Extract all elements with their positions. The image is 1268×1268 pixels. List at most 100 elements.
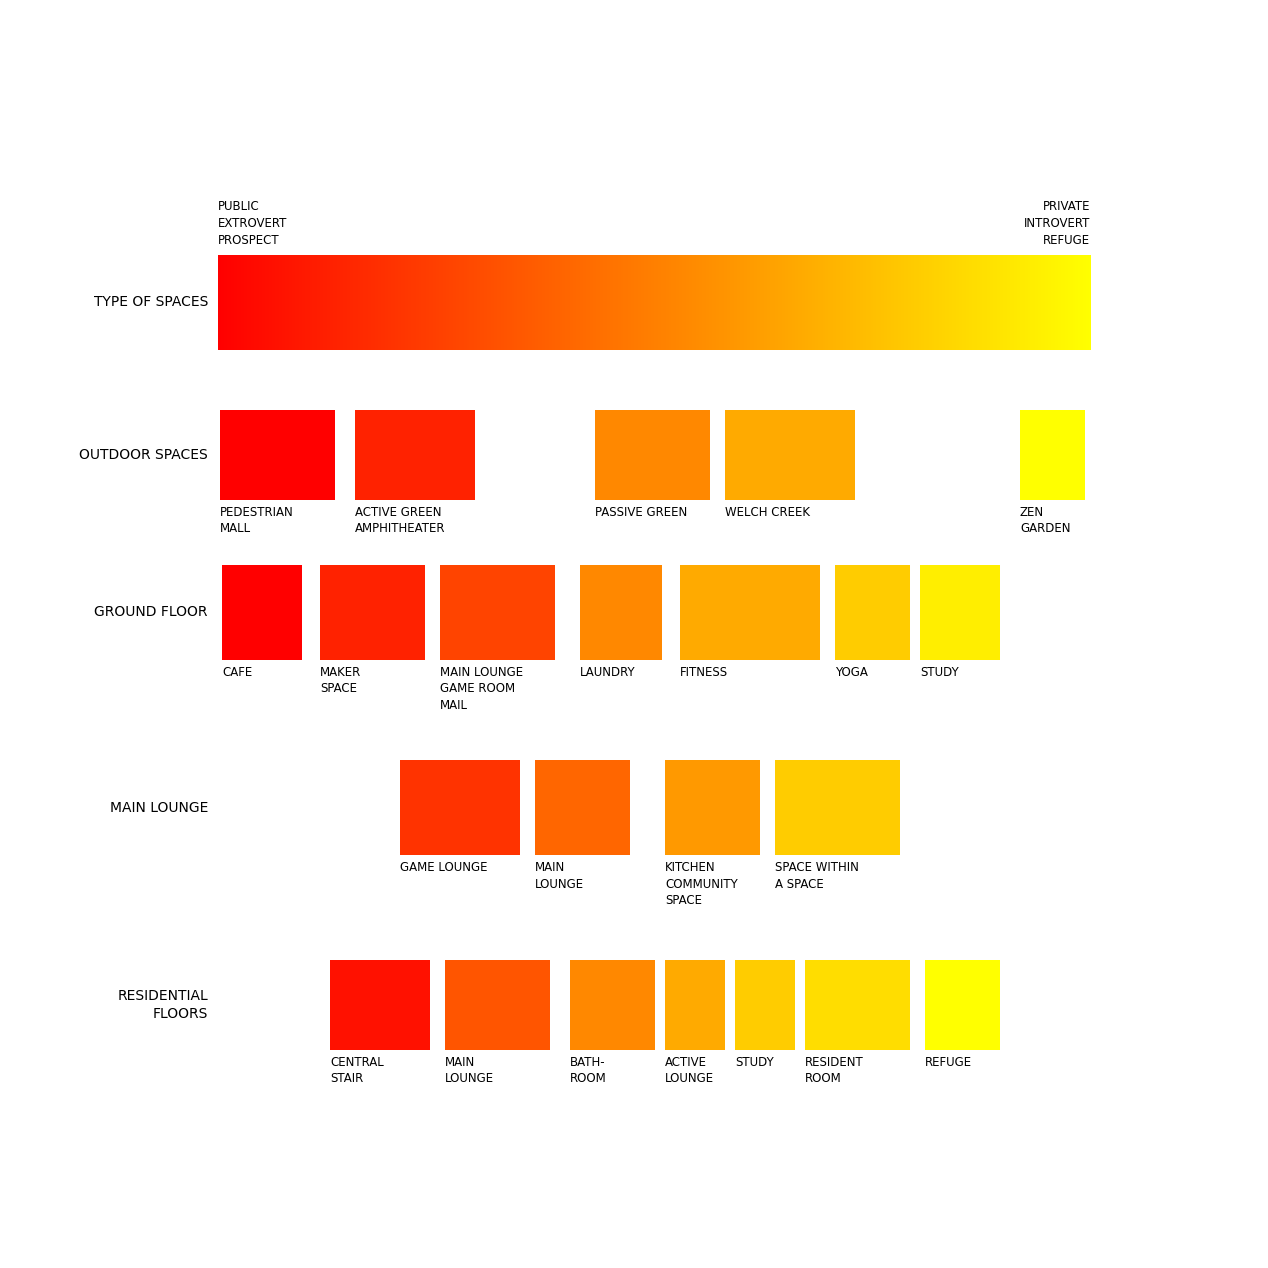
Bar (962, 255, 964, 350)
Bar (943, 255, 945, 350)
Bar (978, 255, 980, 350)
Bar (325, 255, 326, 350)
Bar (590, 255, 592, 350)
Bar (628, 255, 630, 350)
Bar (1063, 255, 1064, 350)
Bar (650, 255, 653, 350)
Bar (564, 255, 566, 350)
Bar (265, 255, 266, 350)
Bar (609, 255, 611, 350)
Bar (477, 255, 478, 350)
Text: RESIDENTIAL
FLOORS: RESIDENTIAL FLOORS (117, 989, 208, 1021)
Bar (514, 255, 515, 350)
Bar (673, 255, 675, 350)
Bar (1071, 255, 1073, 350)
Bar (322, 255, 325, 350)
Bar (719, 255, 721, 350)
Bar (796, 255, 799, 350)
Bar (805, 960, 910, 1050)
Bar (1018, 255, 1021, 350)
Bar (1008, 255, 1011, 350)
Bar (883, 255, 884, 350)
Bar (923, 255, 924, 350)
Bar (507, 255, 510, 350)
Bar (936, 255, 938, 350)
Bar (768, 255, 771, 350)
Bar (341, 255, 344, 350)
Bar (284, 255, 285, 350)
Bar (765, 255, 766, 350)
Bar (844, 255, 846, 350)
Bar (931, 255, 932, 350)
Bar (640, 255, 643, 350)
Bar (388, 255, 391, 350)
Bar (536, 255, 538, 350)
Bar (465, 255, 467, 350)
Bar (458, 255, 460, 350)
Bar (1022, 255, 1023, 350)
Bar (1003, 255, 1004, 350)
Bar (585, 255, 586, 350)
Bar (314, 255, 316, 350)
Bar (285, 255, 287, 350)
Bar (280, 255, 283, 350)
Bar (836, 566, 910, 661)
Bar (725, 410, 855, 500)
Bar (667, 255, 670, 350)
Bar (877, 255, 880, 350)
Bar (576, 255, 577, 350)
Text: FITNESS: FITNESS (680, 666, 728, 678)
Bar (275, 255, 276, 350)
Bar (252, 255, 255, 350)
Bar (763, 255, 765, 350)
Bar (1037, 255, 1040, 350)
Bar (261, 255, 264, 350)
Bar (799, 255, 801, 350)
Bar (387, 255, 388, 350)
Bar (372, 255, 374, 350)
Bar (886, 255, 889, 350)
Bar (397, 255, 398, 350)
Text: PRIVATE
INTROVERT
REFUGE: PRIVATE INTROVERT REFUGE (1023, 200, 1090, 247)
Bar (370, 255, 373, 350)
Bar (577, 255, 579, 350)
Bar (516, 255, 517, 350)
Bar (579, 566, 662, 661)
Bar (256, 255, 257, 350)
Bar (848, 255, 851, 350)
Bar (469, 255, 472, 350)
Bar (593, 255, 595, 350)
Bar (247, 255, 249, 350)
Bar (1066, 255, 1069, 350)
Bar (583, 255, 585, 350)
Bar (625, 255, 626, 350)
Bar (327, 255, 328, 350)
Bar (786, 255, 789, 350)
Text: MAIN LOUNGE
GAME ROOM
MAIL: MAIN LOUNGE GAME ROOM MAIL (440, 666, 524, 713)
Bar (587, 255, 590, 350)
Bar (728, 255, 730, 350)
Bar (445, 255, 446, 350)
Bar (596, 255, 597, 350)
Bar (1051, 255, 1052, 350)
Bar (714, 255, 715, 350)
Bar (456, 255, 458, 350)
Bar (607, 255, 610, 350)
Bar (798, 255, 800, 350)
Bar (326, 255, 327, 350)
Bar (664, 255, 666, 350)
Bar (973, 255, 974, 350)
Bar (983, 255, 984, 350)
Bar (246, 255, 247, 350)
Bar (346, 255, 347, 350)
Bar (734, 255, 735, 350)
Bar (573, 255, 574, 350)
Bar (694, 255, 695, 350)
Bar (597, 255, 600, 350)
Bar (271, 255, 274, 350)
Bar (604, 255, 605, 350)
Bar (302, 255, 304, 350)
Bar (827, 255, 829, 350)
Bar (685, 255, 686, 350)
Bar (1002, 255, 1003, 350)
